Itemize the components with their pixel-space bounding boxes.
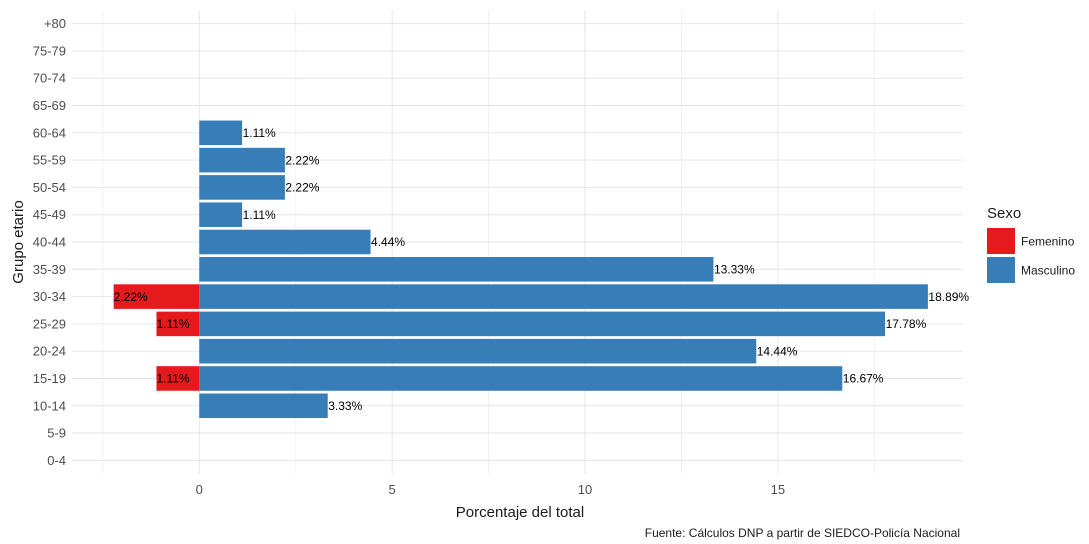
legend-key-masculino xyxy=(987,257,1015,283)
bar-femenino xyxy=(156,366,200,391)
y-tick-label: 5-9 xyxy=(47,426,66,441)
source-caption: Fuente: Cálculos DNP a partir de SIEDCO-… xyxy=(645,526,960,540)
bar-masculino xyxy=(199,393,328,419)
bar-value-label: 2.22% xyxy=(285,153,319,167)
bar-masculino xyxy=(199,311,886,337)
bars-layer xyxy=(113,120,928,419)
bar-labels-layer: 1.11% 1.11% 2.22% 3.33% 16.67% 14.44% 17.78%18… xyxy=(114,126,970,413)
bar-masculino xyxy=(199,257,714,282)
y-tick-label: 50-54 xyxy=(33,180,66,195)
bar-value-label: 2.22% xyxy=(114,290,148,304)
bar-value-label: 16.67% xyxy=(843,372,884,386)
x-axis-title: Porcentaje del total xyxy=(456,504,584,521)
bar-value-label: 1.11% xyxy=(243,208,276,222)
bar-value-label: 1.11% xyxy=(156,372,189,386)
bar-masculino xyxy=(199,284,928,309)
bar-value-label: 2.22% xyxy=(285,181,319,195)
y-tick-label: 70-74 xyxy=(33,71,66,86)
x-tick-label: 0 xyxy=(196,482,203,497)
y-tick-label: 60-64 xyxy=(33,125,66,140)
legend-key-femenino xyxy=(987,228,1015,254)
bar-masculino xyxy=(199,338,757,364)
bar-value-label: 3.33% xyxy=(328,399,362,413)
bar-value-label: 1.11% xyxy=(156,317,189,331)
y-tick-label: 10-14 xyxy=(33,398,66,413)
bar-value-label: 4.44% xyxy=(371,235,405,249)
bar-masculino xyxy=(199,175,285,200)
y-tick-label: 20-24 xyxy=(33,344,66,359)
y-axis-title: Grupo etario xyxy=(10,200,27,283)
bar-value-label: 14.44% xyxy=(757,344,798,358)
y-tick-label: 55-59 xyxy=(33,153,66,168)
legend-title: Sexo xyxy=(987,205,1021,222)
y-tick-label: 45-49 xyxy=(33,207,66,222)
x-axis-ticks: 0 5 10 15 xyxy=(196,482,785,497)
y-tick-label: 15-19 xyxy=(33,371,66,386)
bar-value-label: 18.89% xyxy=(928,290,969,304)
bar-femenino xyxy=(113,284,200,309)
x-tick-label: 15 xyxy=(771,482,785,497)
legend: Sexo Femenino Masculino xyxy=(987,205,1075,283)
y-tick-label: +80 xyxy=(44,16,66,31)
y-tick-label: 25-29 xyxy=(33,316,66,331)
bar-value-label: 1.11% xyxy=(243,126,276,140)
legend-label: Masculino xyxy=(1021,264,1075,278)
y-tick-label: 30-34 xyxy=(33,289,66,304)
bar-masculino xyxy=(199,120,243,146)
bar-masculino xyxy=(199,229,371,255)
bar-value-label: 17.78% xyxy=(886,317,927,331)
y-tick-label: 0-4 xyxy=(47,453,66,468)
bar-femenino xyxy=(156,311,200,337)
bar-masculino xyxy=(199,202,243,227)
x-tick-label: 5 xyxy=(389,482,396,497)
bar-value-label: 13.33% xyxy=(714,262,755,276)
y-tick-label: 40-44 xyxy=(33,235,66,250)
y-tick-label: 75-79 xyxy=(33,43,66,58)
y-tick-label: 65-69 xyxy=(33,98,66,113)
legend-label: Femenino xyxy=(1021,235,1075,249)
y-tick-label: 35-39 xyxy=(33,262,66,277)
bar-masculino xyxy=(199,366,843,391)
bar-masculino xyxy=(199,147,285,173)
legend-items: Femenino Masculino xyxy=(987,228,1075,283)
y-axis-ticks: 0-4 5-9 10-14 15-19 20-24 25-29 30-34 35-39 40-4… xyxy=(33,16,66,468)
x-tick-label: 10 xyxy=(578,482,592,497)
